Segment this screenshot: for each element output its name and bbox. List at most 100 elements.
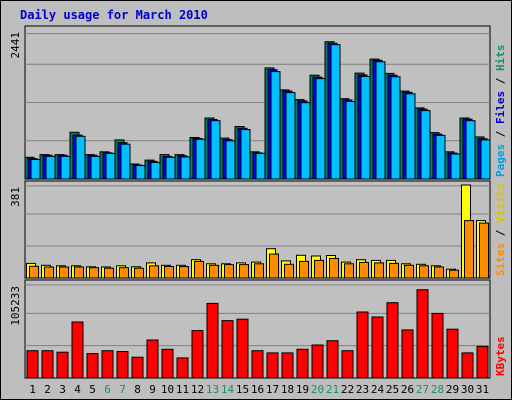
bar-kbytes-2 bbox=[41, 350, 54, 379]
x-tick-label-16: 16 bbox=[251, 383, 264, 396]
bar-pages-15 bbox=[240, 129, 251, 180]
bar-sites-5 bbox=[89, 267, 99, 279]
bar-sites-19 bbox=[299, 260, 309, 279]
bar-sites-11 bbox=[179, 266, 189, 279]
bar-kbytes-1 bbox=[26, 350, 39, 379]
bar-pages-23 bbox=[360, 76, 371, 180]
bar-pages-26 bbox=[405, 93, 416, 180]
x-tick-label-2: 2 bbox=[44, 383, 51, 396]
x-tick-label-12: 12 bbox=[191, 383, 204, 396]
right-label-part-top-1: / bbox=[494, 124, 507, 144]
bar-pages-21 bbox=[330, 44, 341, 180]
bar-sites-20 bbox=[314, 259, 324, 279]
x-tick-label-30: 30 bbox=[461, 383, 474, 396]
bar-sites-7 bbox=[119, 267, 129, 279]
bar-pages-4 bbox=[75, 135, 86, 180]
bar-sites-17 bbox=[269, 253, 279, 279]
right-label-part-top-3: / bbox=[494, 71, 507, 91]
bar-kbytes-23 bbox=[356, 311, 369, 379]
x-tick-label-19: 19 bbox=[296, 383, 309, 396]
x-tick-label-14: 14 bbox=[221, 383, 235, 396]
bar-sites-16 bbox=[254, 263, 264, 279]
bar-kbytes-4 bbox=[71, 321, 84, 379]
bar-kbytes-11 bbox=[176, 357, 189, 379]
x-tick-label-13: 13 bbox=[206, 383, 219, 396]
bar-sites-25 bbox=[389, 262, 399, 279]
right-label-part-top-4: Hits bbox=[494, 45, 507, 72]
x-tick-label-15: 15 bbox=[236, 383, 249, 396]
bar-kbytes-13 bbox=[206, 302, 219, 379]
bar-pages-18 bbox=[285, 92, 296, 180]
bar-pages-14 bbox=[225, 140, 236, 180]
bar-pages-31 bbox=[480, 139, 491, 180]
bar-sites-12 bbox=[194, 260, 204, 279]
x-tick-label-3: 3 bbox=[59, 383, 66, 396]
bar-pages-17 bbox=[270, 71, 281, 180]
x-tick-label-29: 29 bbox=[446, 383, 459, 396]
x-tick-label-28: 28 bbox=[431, 383, 444, 396]
bar-pages-16 bbox=[255, 152, 266, 180]
bar-kbytes-19 bbox=[296, 348, 309, 379]
x-tick-label-8: 8 bbox=[134, 383, 141, 396]
ymax-label-middle: 381 bbox=[9, 187, 22, 207]
bar-pages-8 bbox=[135, 165, 146, 180]
bar-pages-25 bbox=[390, 76, 401, 180]
bar-kbytes-30 bbox=[461, 352, 474, 379]
bar-sites-15 bbox=[239, 264, 249, 279]
bar-kbytes-24 bbox=[371, 316, 384, 379]
x-tick-label-6: 6 bbox=[104, 383, 111, 396]
x-tick-label-25: 25 bbox=[386, 383, 399, 396]
bar-sites-24 bbox=[374, 262, 384, 279]
bar-sites-23 bbox=[359, 261, 369, 279]
bar-pages-2 bbox=[45, 155, 56, 180]
bar-kbytes-10 bbox=[161, 348, 174, 379]
right-label-part-bottom-0: KBytes bbox=[494, 336, 507, 376]
bar-kbytes-28 bbox=[431, 312, 444, 379]
x-tick-label-17: 17 bbox=[266, 383, 279, 396]
bar-sites-27 bbox=[419, 265, 429, 279]
bar-pages-27 bbox=[420, 110, 431, 180]
x-tick-label-20: 20 bbox=[311, 383, 324, 396]
bar-kbytes-14 bbox=[221, 320, 234, 379]
bar-sites-22 bbox=[344, 263, 354, 279]
bar-sites-2 bbox=[44, 266, 54, 279]
bar-pages-9 bbox=[150, 162, 161, 180]
bar-pages-5 bbox=[90, 155, 101, 180]
bar-sites-8 bbox=[134, 267, 144, 279]
x-tick-label-31: 31 bbox=[476, 383, 489, 396]
bar-kbytes-3 bbox=[56, 351, 69, 379]
bar-kbytes-29 bbox=[446, 328, 459, 379]
bar-sites-26 bbox=[404, 264, 414, 279]
bar-pages-28 bbox=[435, 134, 446, 180]
right-label-bottom: KBytes bbox=[494, 336, 507, 376]
x-tick-label-23: 23 bbox=[356, 383, 369, 396]
right-label-part-top-2: Files bbox=[494, 91, 507, 124]
bar-pages-11 bbox=[180, 156, 191, 180]
x-tick-label-4: 4 bbox=[74, 383, 81, 396]
bar-pages-29 bbox=[450, 153, 461, 180]
bar-pages-30 bbox=[465, 120, 476, 180]
x-tick-label-9: 9 bbox=[149, 383, 156, 396]
bar-kbytes-6 bbox=[101, 350, 114, 379]
bar-kbytes-22 bbox=[341, 350, 354, 379]
x-tick-label-26: 26 bbox=[401, 383, 414, 396]
right-label-part-middle-2: Visits bbox=[494, 183, 507, 223]
bar-sites-18 bbox=[284, 263, 294, 279]
bar-pages-3 bbox=[60, 155, 71, 180]
bar-pages-13 bbox=[210, 120, 221, 180]
bar-pages-7 bbox=[120, 143, 131, 180]
x-tick-label-5: 5 bbox=[89, 383, 96, 396]
x-tick-label-11: 11 bbox=[176, 383, 189, 396]
bar-kbytes-26 bbox=[401, 329, 414, 379]
bar-sites-9 bbox=[149, 265, 159, 279]
x-tick-label-10: 10 bbox=[161, 383, 174, 396]
x-tick-label-7: 7 bbox=[119, 383, 126, 396]
ymax-label-top: 2441 bbox=[9, 32, 22, 59]
bar-kbytes-18 bbox=[281, 352, 294, 379]
bar-sites-28 bbox=[434, 266, 444, 279]
x-tick-label-24: 24 bbox=[371, 383, 385, 396]
bar-kbytes-31 bbox=[476, 345, 489, 379]
right-label-part-middle-0: Sites bbox=[494, 243, 507, 276]
bar-sites-13 bbox=[209, 264, 219, 279]
bar-kbytes-8 bbox=[131, 356, 144, 379]
